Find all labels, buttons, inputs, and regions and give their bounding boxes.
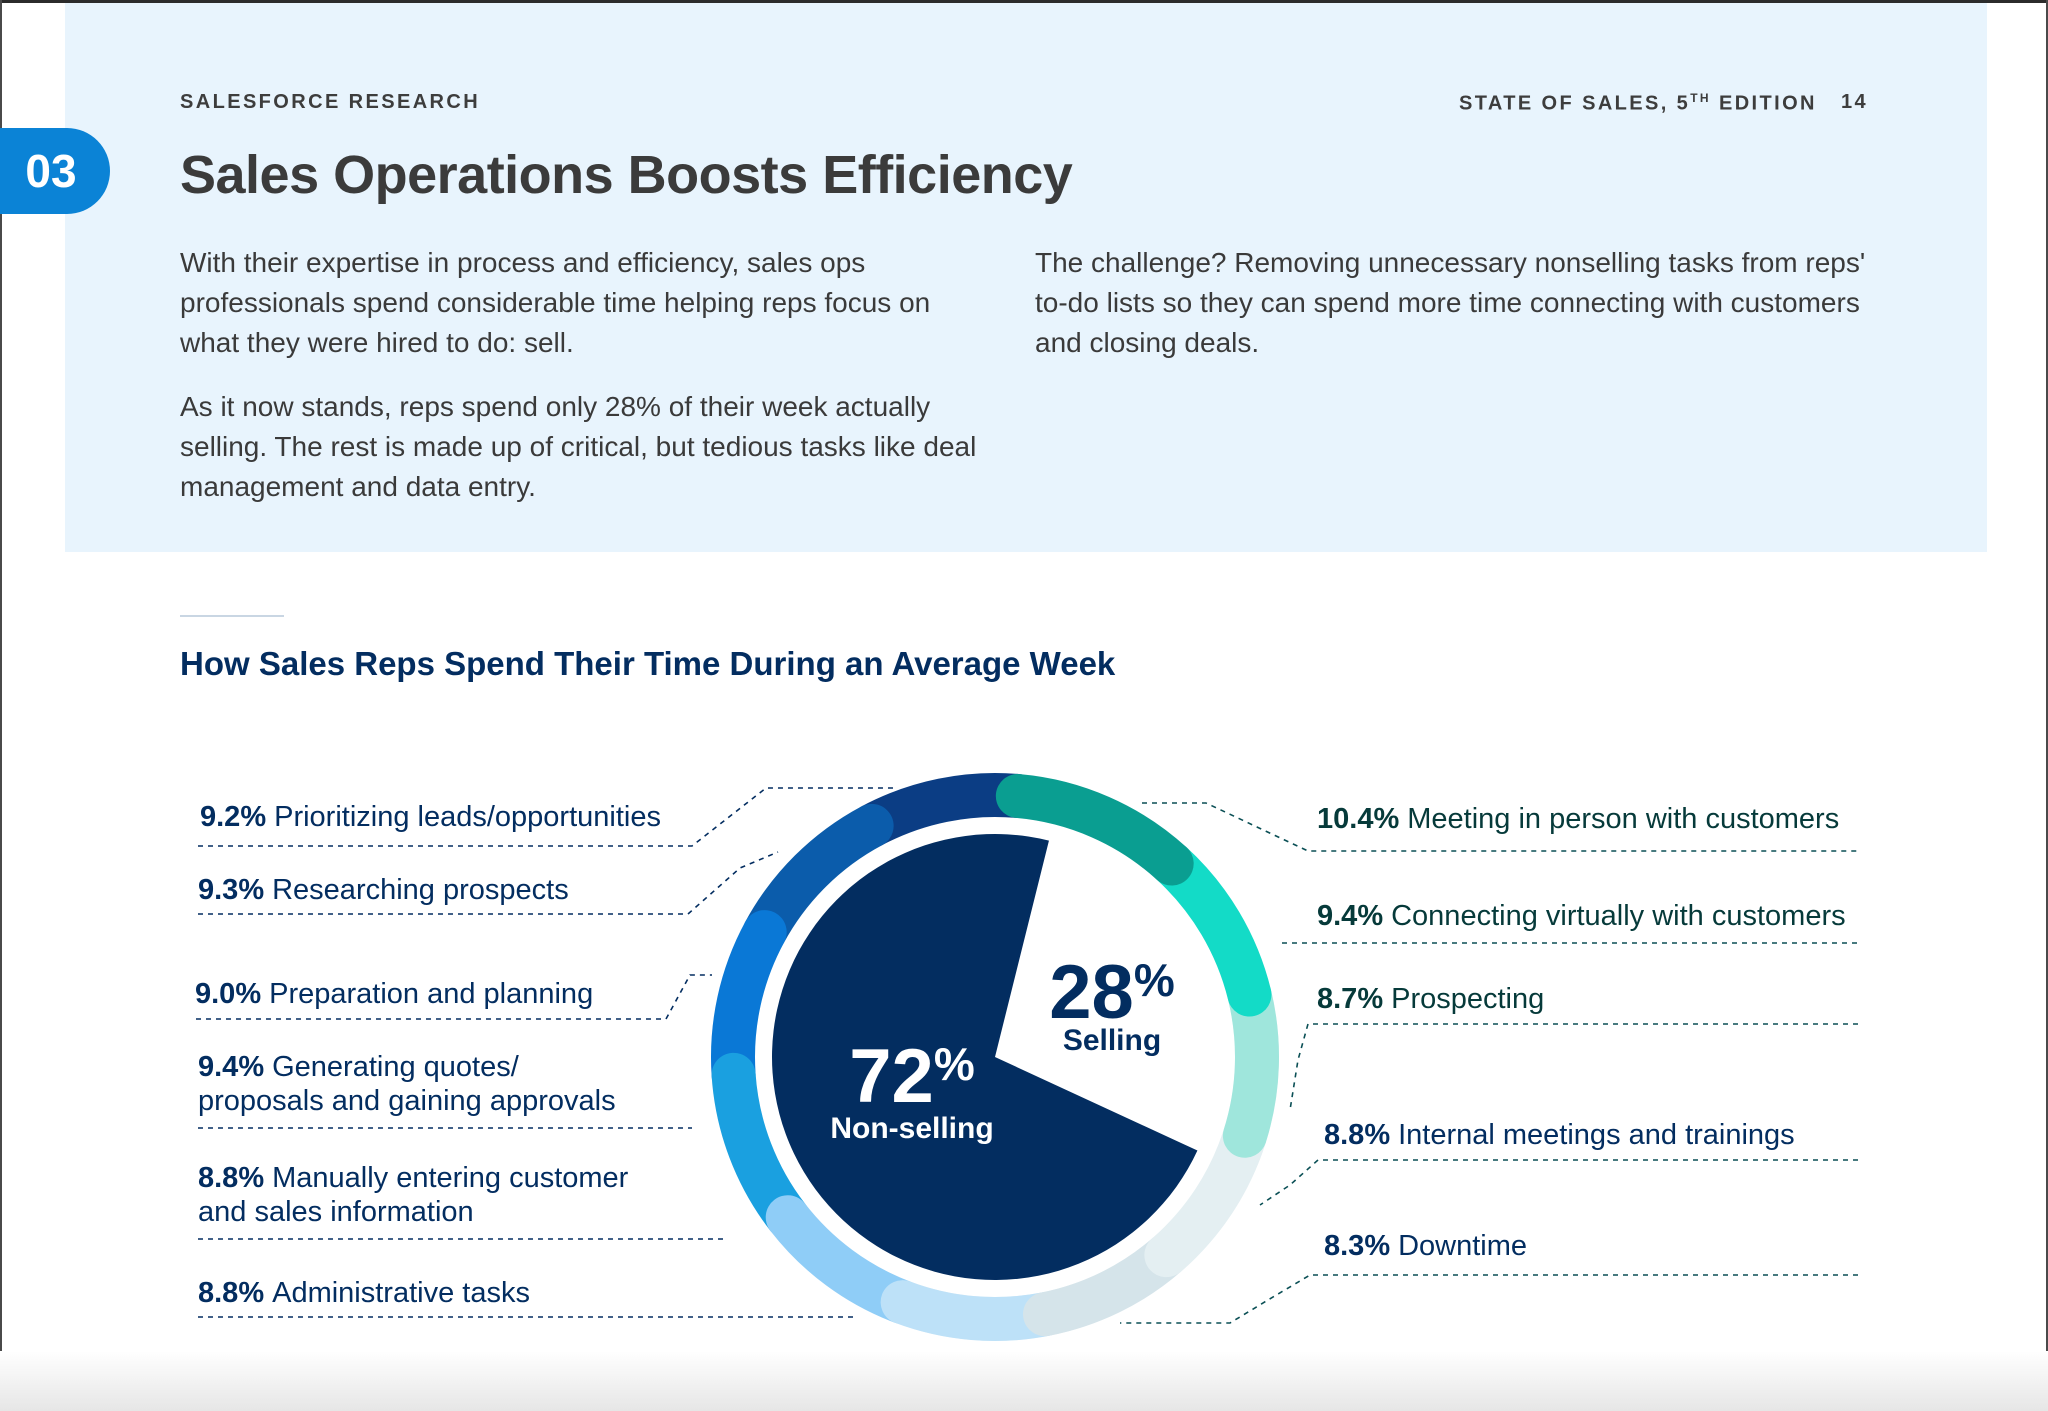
leader-line-downtime [1120, 1274, 1858, 1324]
label-virtual: 9.4% Connecting virtually with customers [1317, 900, 1846, 932]
inner-pie [766, 828, 1224, 1286]
selling-category-label: Selling [1063, 1024, 1161, 1057]
leader-line-prioritizing [198, 787, 895, 847]
label-researching: 9.3% Researching prospects [198, 874, 569, 906]
leader-line-prospecting [1289, 1023, 1858, 1111]
edition-superscript: TH [1690, 91, 1711, 105]
page-number: 14 [1841, 91, 1869, 113]
intro-paragraph-1: With their expertise in process and effi… [180, 247, 931, 358]
intro-paragraph-2: As it now stands, reps spend only 28% of… [180, 391, 977, 502]
leader-line-internal [1259, 1159, 1858, 1206]
window-left-border [0, 0, 2, 1411]
label-downtime: 8.3% Downtime [1324, 1230, 1528, 1262]
leader-line-researching [198, 851, 779, 915]
label-manual-entry: 8.8% Manually entering customer and sales … [198, 1162, 629, 1228]
section-number-badge: 03 [0, 128, 110, 214]
window-right-border [2046, 0, 2048, 1411]
center-labels: 28% Selling 72% Non-selling [830, 950, 1174, 1145]
selling-value-label: 28% [1049, 950, 1174, 1035]
pie-slice-nonselling [771, 833, 1198, 1280]
nonselling-value-label: 72% [849, 1034, 974, 1119]
label-internal: 8.8% Internal meetings and trainings [1324, 1119, 1795, 1151]
label-quotes: 9.4% Generating quotes/proposals and gain… [198, 1051, 616, 1117]
leader-line-preparation [196, 974, 712, 1020]
bottom-shadow [0, 1351, 2048, 1411]
label-preparation: 9.0% Preparation and planning [195, 978, 594, 1010]
publisher-label: SALESFORCE RESEARCH [180, 91, 481, 113]
pie-slice-selling [995, 840, 1218, 1151]
nonselling-category-label: Non-selling [830, 1112, 993, 1145]
leader-lines [196, 787, 1858, 1324]
label-prioritizing: 9.2% Prioritizing leads/opportunities [200, 801, 661, 833]
leader-line-meeting [1142, 802, 1858, 852]
edition-text: STATE OF SALES, 5 [1459, 92, 1691, 115]
intro-banner [65, 3, 1987, 552]
edition-suffix: EDITION [1711, 92, 1817, 115]
label-prospecting: 8.7% Prospecting [1317, 983, 1545, 1015]
outer-ring-segment-0 [995, 774, 1194, 886]
window-top-border [0, 0, 2048, 3]
intro-paragraph-3: The challenge? Removing unnecessary nons… [1035, 247, 1866, 358]
outer-ring-segment-10 [849, 773, 1040, 848]
label-administrative: 8.8% Administrative tasks [198, 1277, 530, 1309]
chart-title: How Sales Reps Spend Their Time During a… [180, 645, 1116, 682]
report-edition: STATE OF SALES, 5TH EDITION [1459, 91, 1817, 116]
outer-ring [711, 773, 1279, 1341]
page-title: Sales Operations Boosts Efficiency [180, 145, 1073, 205]
label-meeting: 10.4% Meeting in person with customers [1317, 803, 1840, 835]
section-divider [180, 615, 284, 617]
